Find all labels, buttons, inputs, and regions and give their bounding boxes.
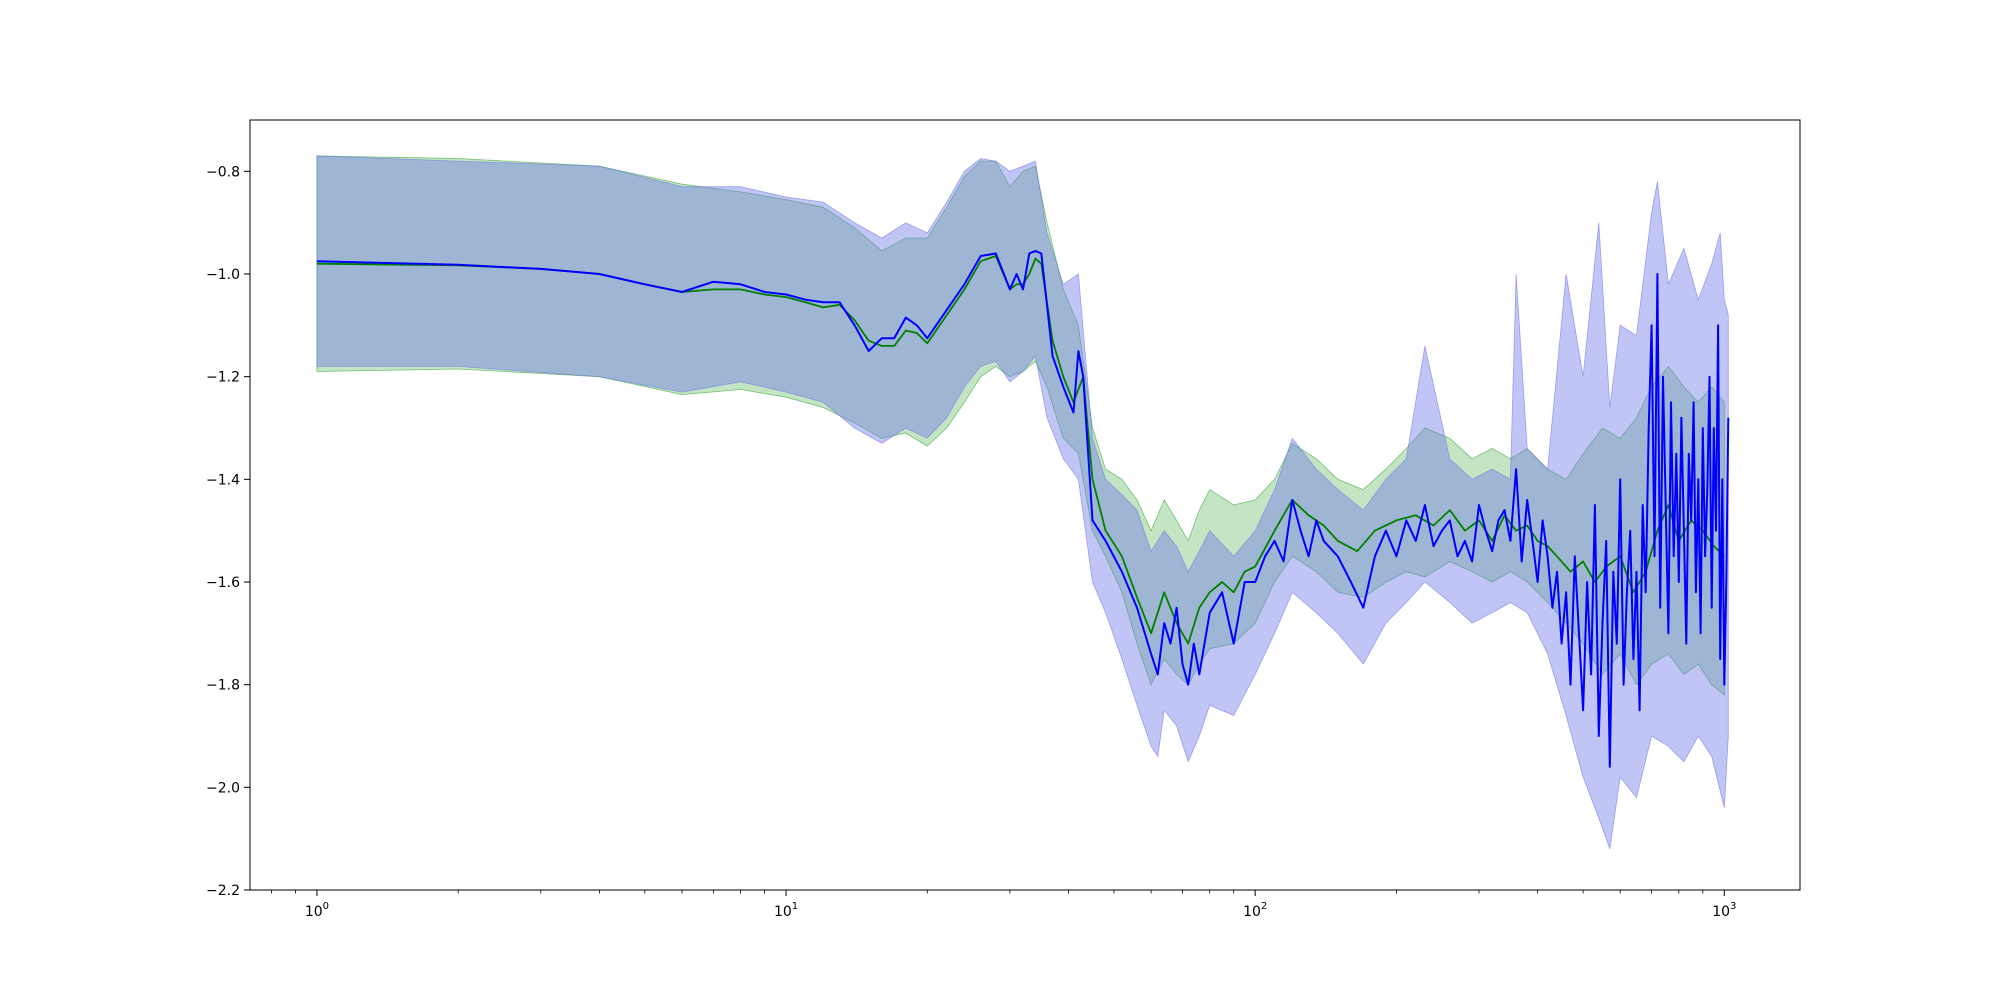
series-2-band — [316, 155, 1729, 850]
series-1-band — [316, 155, 1725, 696]
x-tick-label-base: 10 — [1243, 904, 1261, 920]
plot-frame — [249, 119, 1801, 891]
x-tick-label-base: 10 — [1712, 904, 1730, 920]
y-tick-label: −0.8 — [206, 164, 240, 180]
x-tick-label-base: 10 — [305, 904, 323, 920]
y-tick-label: −1.8 — [206, 678, 240, 694]
y-tick-label: −2.0 — [206, 780, 240, 796]
plot-data-layer — [316, 155, 1730, 850]
x-tick-label: 101 — [774, 901, 798, 920]
x-tick-label: 102 — [1243, 901, 1267, 920]
x-tick-label: 103 — [1712, 901, 1736, 920]
y-tick-label: −1.0 — [206, 267, 240, 283]
x-tick-label-exponent: 1 — [792, 901, 798, 912]
x-tick-label: 100 — [305, 901, 329, 920]
x-tick-label-base: 10 — [774, 904, 792, 920]
series-1-line — [316, 255, 1725, 645]
x-tick-label-exponent: 2 — [1261, 901, 1267, 912]
x-tick-label-exponent: 3 — [1730, 901, 1736, 912]
y-tick-label: −1.2 — [206, 370, 240, 386]
y-tick-label: −1.4 — [206, 472, 240, 488]
y-tick-label: −2.2 — [206, 883, 240, 899]
series-2-line — [316, 249, 1730, 768]
x-tick-label-exponent: 0 — [323, 901, 329, 912]
y-tick-label: −1.6 — [206, 575, 240, 591]
